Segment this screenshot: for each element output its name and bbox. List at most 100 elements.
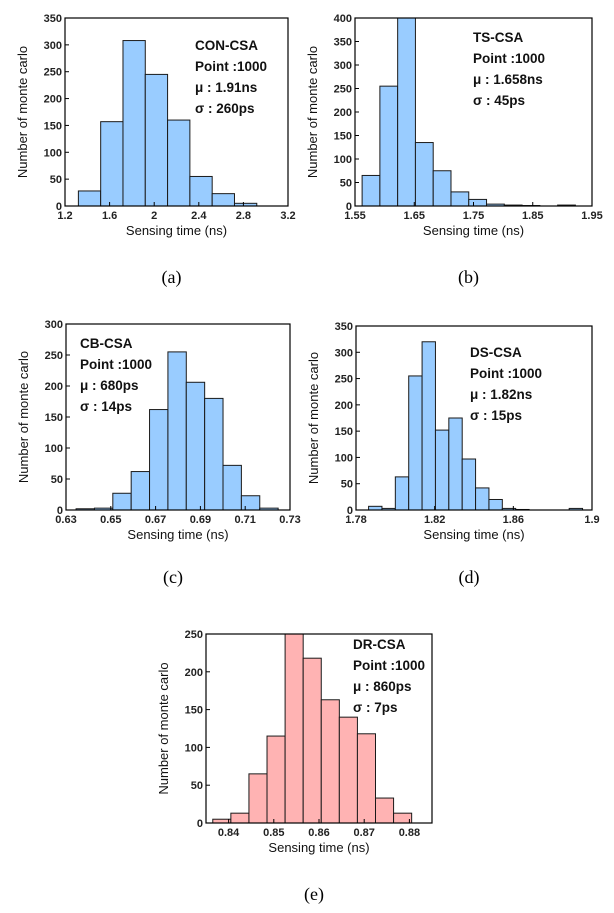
y-tick-label: 200 [185, 667, 203, 679]
y-tick-label: 0 [56, 201, 62, 213]
histogram-bar [284, 633, 304, 824]
y-tick-label: 50 [340, 178, 352, 190]
histogram-bar [149, 409, 169, 511]
y-tick-label: 150 [335, 426, 353, 438]
y-tick-label: 300 [45, 319, 63, 331]
y-tick-label: 250 [185, 629, 203, 641]
stat-annotation: Point :1000 [470, 366, 542, 381]
y-axis-label: Number of monte carlo [306, 352, 321, 484]
y-tick-label: 0 [197, 818, 203, 830]
x-tick-label: 0.71 [234, 514, 255, 526]
x-tick-label: 2.4 [191, 210, 207, 222]
chart-panel-2: 1.55 1.65 1.75 1.85 1.95 0 50 100 150 200 250 300 35… [305, 13, 603, 288]
x-tick-label: 1.65 [404, 210, 425, 222]
y-tick-label: 0 [57, 505, 63, 517]
histogram-bar [130, 471, 151, 511]
x-tick-label: 1.95 [581, 210, 602, 222]
histogram-bar [112, 492, 132, 511]
x-tick-label: 0.84 [218, 827, 240, 839]
y-axis-label: Number of monte carlo [305, 46, 320, 178]
x-tick-label: 1.82 [424, 514, 445, 526]
histogram-bar [204, 397, 224, 511]
histogram-bar [461, 458, 477, 511]
panel-caption: (a) [162, 267, 182, 288]
panel-caption: (e) [304, 884, 324, 905]
stat-annotation: Point :1000 [80, 357, 152, 372]
histogram-bar [302, 657, 322, 824]
histogram-bar [397, 17, 416, 207]
x-axis-label: Sensing time (ns) [127, 527, 228, 542]
stat-annotation: Point :1000 [473, 51, 545, 66]
stat-annotation: σ : 45ps [473, 93, 525, 108]
stat-annotation: σ : 15ps [470, 408, 522, 423]
histogram-bar [448, 417, 463, 511]
x-tick-label: 0.65 [100, 514, 121, 526]
panel-caption: (d) [459, 567, 480, 588]
y-tick-label: 350 [44, 13, 62, 25]
y-tick-label: 150 [334, 131, 352, 143]
plot-frame [64, 17, 289, 207]
histogram-bar [230, 812, 250, 824]
y-tick-label: 100 [334, 154, 352, 166]
y-tick-label: 100 [185, 742, 203, 754]
y-tick-label: 150 [44, 120, 62, 132]
x-axis-label: Sensing time (ns) [423, 527, 524, 542]
histogram-bar [144, 73, 169, 207]
x-tick-label: 1.78 [345, 514, 366, 526]
y-tick-label: 100 [45, 443, 63, 455]
y-tick-label: 50 [51, 474, 63, 486]
chart-panel-3: 0.63 0.65 0.67 0.69 0.71 0.73 0 50 100 150 200 250 3… [16, 319, 301, 588]
chart-panel-1: 1.2 1.6 2 2.4 2.8 3.2 0 50 100 150 200 250 300 350 Sen… [15, 13, 296, 288]
x-tick-label: 0.73 [279, 514, 300, 526]
stat-annotation: CB-CSA [80, 336, 133, 351]
histogram-bar [468, 198, 488, 207]
y-axis-label: Number of monte carlo [156, 662, 171, 794]
y-tick-label: 50 [191, 780, 203, 792]
y-tick-label: 50 [341, 479, 353, 491]
x-tick-label: 0.69 [190, 514, 211, 526]
histogram-bar [240, 495, 261, 511]
y-tick-label: 300 [334, 60, 352, 72]
histogram-bar [185, 381, 206, 511]
y-tick-label: 250 [45, 350, 63, 362]
y-tick-label: 50 [50, 174, 62, 186]
y-tick-label: 300 [44, 40, 62, 52]
y-tick-label: 200 [44, 94, 62, 106]
y-tick-label: 250 [334, 84, 352, 96]
stat-annotation: σ : 7ps [353, 700, 398, 715]
y-tick-label: 200 [334, 107, 352, 119]
panel-caption: (b) [458, 267, 479, 288]
x-axis-label: Sensing time (ns) [268, 840, 369, 855]
y-tick-label: 250 [335, 374, 353, 386]
histogram-bar [375, 797, 395, 824]
y-tick-label: 150 [185, 705, 203, 717]
stat-annotation: μ : 1.658ns [473, 72, 543, 87]
x-tick-label: 0.67 [145, 514, 166, 526]
histogram-bar [450, 191, 470, 207]
y-tick-label: 200 [45, 381, 63, 393]
x-tick-label: 0.63 [55, 514, 76, 526]
y-tick-label: 250 [44, 67, 62, 79]
stat-annotation: μ : 860ps [353, 679, 412, 694]
x-axis-label: Sensing time (ns) [423, 223, 524, 238]
histogram-bar [211, 193, 235, 207]
histogram-bar [189, 175, 213, 207]
stat-annotation: DS-CSA [470, 345, 522, 360]
x-tick-label: 2.8 [236, 210, 251, 222]
histogram-bar [421, 341, 436, 511]
stat-annotation: TS-CSA [473, 30, 524, 45]
x-tick-label: 1.2 [57, 210, 72, 222]
histogram-bar [338, 716, 358, 824]
x-tick-label: 1.6 [102, 210, 117, 222]
stat-annotation: σ : 260ps [195, 101, 255, 116]
x-tick-label: 0.87 [353, 827, 374, 839]
x-tick-label: 1.86 [503, 514, 524, 526]
histogram-bar [488, 498, 503, 511]
histogram-bar [100, 121, 124, 207]
x-tick-label: 0.85 [263, 827, 284, 839]
histogram-bar [320, 699, 340, 824]
histogram-bar [379, 85, 399, 207]
histogram-bar [248, 773, 268, 824]
stat-annotation: μ : 1.82ns [470, 387, 532, 402]
x-tick-label: 1.85 [522, 210, 543, 222]
